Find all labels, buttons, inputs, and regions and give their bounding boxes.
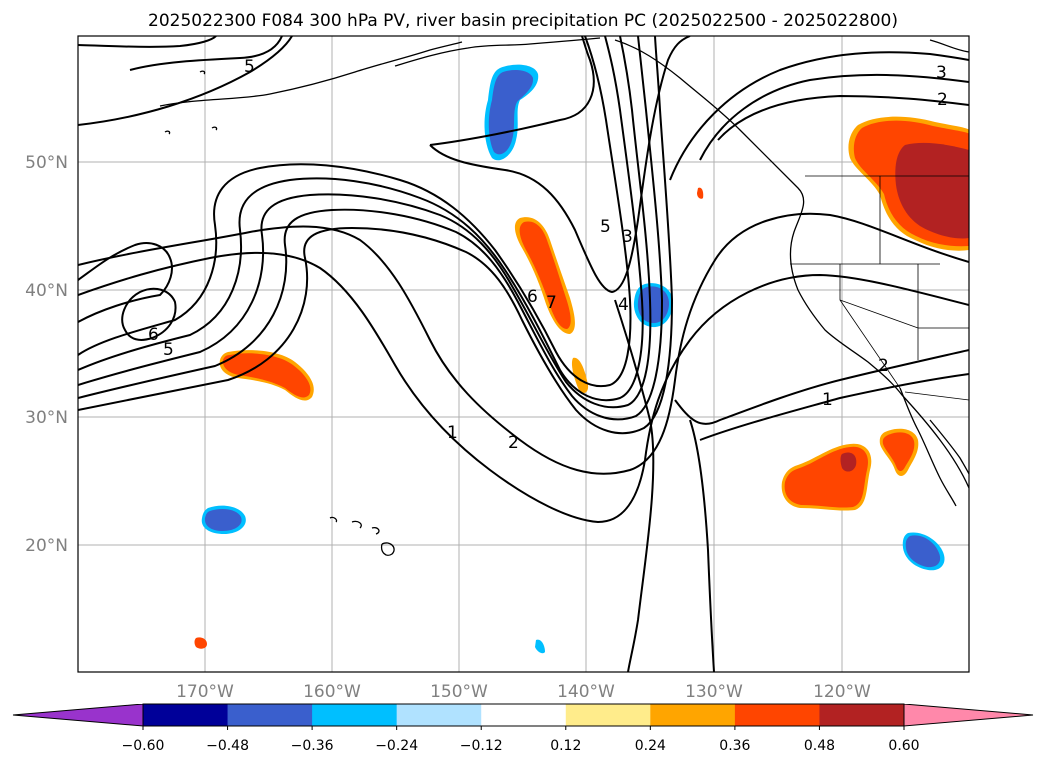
- pv-contour-8: [78, 36, 664, 421]
- lat-label: 30°N: [25, 408, 68, 428]
- coastline-baja: [899, 387, 957, 507]
- latitude-labels: 50°N 40°N 30°N 20°N: [25, 153, 68, 556]
- political-borders: [790, 175, 969, 401]
- pv-contour-19: [78, 36, 293, 126]
- pv-contour-16: [669, 51, 969, 181]
- contour-label: 1: [447, 423, 458, 443]
- pv-contour-2: [78, 251, 969, 524]
- colorbar-segment: [481, 704, 567, 726]
- contour-label: 1: [822, 390, 833, 410]
- colorbar-tick-label: 0.60: [888, 738, 919, 754]
- coastline-northeast-edge: [929, 39, 969, 53]
- contour-label: 4: [618, 295, 629, 315]
- pv-contour-17: [699, 73, 969, 161]
- pv-contour-21: [78, 36, 217, 48]
- colorbar-extend-min: [13, 704, 143, 726]
- colorbar-extend-max: [904, 704, 1033, 726]
- pv-contour-9: [78, 36, 674, 435]
- longitude-labels: 170°W 160°W 150°W 140°W 130°W 120°W: [176, 682, 871, 702]
- colorbar-segment: [565, 704, 651, 726]
- pv-contour-13: [674, 349, 969, 425]
- pv-contour-3: [78, 242, 173, 323]
- lon-label: 130°W: [685, 682, 743, 702]
- pv-contour-18: [717, 94, 969, 141]
- contour-label: 5: [600, 217, 611, 237]
- lon-label: 150°W: [430, 682, 488, 702]
- colorbar-tick-label: 0.24: [635, 738, 666, 754]
- contour-label: 6: [527, 287, 538, 307]
- pv-contour-4: [121, 287, 177, 341]
- figure-title: 2025022300 F084 300 hPa PV, river basin …: [148, 11, 898, 31]
- colorbar-tick-label: −0.12: [460, 738, 503, 754]
- lon-label: 140°W: [557, 682, 615, 702]
- precip-blob-pos-small-hawaii: [194, 637, 207, 649]
- colorbar: −0.60 −0.48 −0.36 −0.24 −0.12 0.12 0.24 0.36 0.4…: [12, 703, 1034, 754]
- colorbar-segment: [819, 704, 905, 726]
- pv-contour-1: [78, 212, 969, 475]
- lon-label: 160°W: [303, 682, 361, 702]
- colorbar-tick-label: −0.24: [375, 738, 418, 754]
- map-frame: [77, 35, 970, 673]
- contour-label: 2: [508, 433, 519, 453]
- precip-blob-pos-trough-tail: [571, 357, 589, 394]
- contour-label: 2: [937, 90, 948, 110]
- contour-label: 2: [878, 356, 889, 376]
- colorbar-tick-label: −0.36: [291, 738, 334, 754]
- precip-blob-pos-small-bc: [697, 187, 704, 199]
- colorbar-tick-label: 0.12: [550, 738, 581, 754]
- pv-contour-12: [614, 299, 655, 672]
- colorbar-segment: [650, 704, 736, 726]
- pv-contour-10: [429, 36, 595, 146]
- contour-label: 3: [936, 63, 947, 83]
- contour-label: 5: [163, 340, 174, 360]
- coastlines: [159, 37, 969, 556]
- map-panel: 5 6 5 7 6 5 4 3 3 2 2 1 1 2: [78, 36, 969, 672]
- colorbar-segment: [734, 704, 820, 726]
- pv-contour-14: [689, 419, 715, 672]
- border-us-mexico: [904, 391, 969, 401]
- colorbar-segment: [312, 704, 398, 726]
- lat-label: 50°N: [25, 153, 68, 173]
- colorbar-segment: [227, 704, 313, 726]
- colorbar-ticks: −0.60 −0.48 −0.36 −0.24 −0.12 0.12 0.24 0.36 0.4…: [122, 726, 920, 754]
- contour-label: 5: [244, 57, 255, 77]
- coastline-hawaii: [329, 516, 395, 556]
- border-states-a: [790, 176, 969, 329]
- colorbar-tick-label: −0.48: [206, 738, 249, 754]
- coastline-islands-nw: [164, 70, 218, 135]
- coastline-pacific-northwest: [614, 39, 969, 489]
- colorbar-segment: [143, 704, 229, 726]
- pv-contour-20: [129, 36, 283, 71]
- coastline-aleutians: [159, 41, 463, 107]
- colorbar-tick-label: −0.60: [122, 738, 165, 754]
- coastline-mexico: [929, 419, 969, 475]
- colorbar-segments: [13, 704, 1033, 726]
- coastline-alaska-south: [394, 37, 601, 67]
- pv-contour-11: [429, 36, 691, 294]
- lon-label: 170°W: [176, 682, 234, 702]
- contour-label: 3: [622, 227, 633, 247]
- colorbar-tick-label: 0.48: [804, 738, 835, 754]
- pv-contour-7: [78, 36, 652, 409]
- contour-label: 7: [546, 293, 557, 313]
- pv-contours: [78, 36, 969, 672]
- lat-label: 40°N: [25, 281, 68, 301]
- pv-contour-labels: 5 6 5 7 6 5 4 3 3 2 2 1 1 2: [148, 57, 948, 453]
- graticule: [78, 36, 969, 672]
- lat-label: 20°N: [25, 536, 68, 556]
- border-states-b: [839, 264, 919, 389]
- colorbar-tick-label: 0.36: [719, 738, 750, 754]
- precip-blob-neg-small: [535, 639, 545, 654]
- contour-label: 6: [148, 325, 159, 345]
- pv-contour-6: [78, 36, 644, 402]
- colorbar-segment: [396, 704, 482, 726]
- lon-label: 120°W: [813, 682, 871, 702]
- pv-contour-15: [699, 373, 969, 441]
- pv-contour-5: [78, 36, 632, 388]
